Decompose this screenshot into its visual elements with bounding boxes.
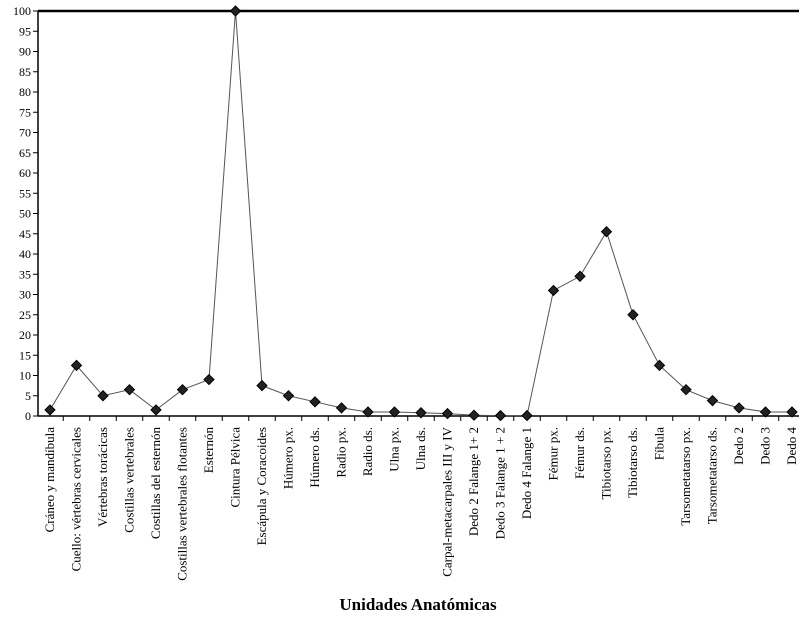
x-tick-label: Húmero ds.	[307, 427, 322, 488]
x-tick-label: Fíbula	[652, 427, 667, 460]
x-tick-label: Esternón	[201, 427, 216, 474]
x-tick-label: Dedo 4 Falange 1	[519, 427, 534, 519]
y-tick-label: 55	[19, 186, 31, 200]
x-tick-label: Costillas vertebrales flotantes	[175, 427, 190, 581]
x-tick-label: Cráneo y mandíbula	[42, 427, 57, 533]
data-point	[706, 394, 719, 407]
x-tick-label: Costillas del esternón	[148, 427, 163, 539]
x-tick-label: Cintura Pélvica	[228, 427, 243, 508]
x-tick-label: Ulna px.	[387, 427, 402, 472]
y-tick-label: 70	[19, 126, 31, 140]
x-tick-label: Dedo 3 Falange 1 + 2	[493, 427, 508, 539]
x-tick-label: Escápula y Coracoides	[254, 427, 269, 545]
data-point	[547, 284, 560, 297]
data-point	[600, 226, 613, 238]
x-tick-label: Dedo 3	[758, 427, 773, 465]
data-point	[150, 404, 162, 416]
data-point	[759, 406, 772, 418]
y-axis: 0 5 10 15 20 25 30 35 40 45 50 55 60 65 70 75 80 85 90 95 10…	[13, 4, 799, 423]
x-tick-label: Costillas vertebrales	[122, 427, 137, 533]
x-tick-label: Fémur ds.	[572, 427, 587, 479]
x-tick-label: Dedo 4	[784, 427, 799, 465]
y-tick-label: 0	[25, 409, 31, 423]
data-point	[176, 383, 189, 396]
data-point	[388, 406, 401, 418]
y-tick-label: 60	[19, 166, 31, 180]
x-tick-label: Tarsometatarso ds.	[705, 427, 720, 524]
data-point	[521, 409, 533, 422]
x-axis: Cráneo y mandíbula Cuello: vértebras cerv…	[38, 415, 799, 581]
data-point	[653, 359, 666, 372]
data-point	[256, 379, 268, 392]
y-tick-label: 45	[19, 227, 31, 241]
data-point	[335, 402, 348, 414]
x-tick-label: Vértebras torácicas	[95, 427, 110, 527]
y-tick-label: 100	[13, 4, 31, 18]
x-tick-label: Radio px.	[334, 427, 349, 478]
data-point	[282, 390, 295, 402]
data-point	[574, 270, 586, 282]
x-tick-label: Carpal-metacarpales III y IV	[440, 426, 455, 576]
data-point	[203, 373, 215, 386]
x-tick-label: Fémur px.	[546, 427, 561, 480]
data-point	[229, 5, 242, 17]
y-tick-label: 25	[19, 308, 31, 322]
y-tick-label: 15	[19, 348, 31, 362]
series-markers	[44, 5, 798, 422]
x-tick-label: Tibiotarso px.	[599, 427, 614, 499]
data-point	[441, 407, 454, 420]
x-tick-label: Radio ds.	[360, 427, 375, 476]
y-tick-label: 10	[19, 369, 31, 383]
x-tick-label: Cuello: vértebras cervicales	[69, 427, 84, 571]
data-point	[70, 359, 83, 372]
y-tick-label: 50	[19, 207, 31, 221]
y-tick-label: 20	[19, 328, 31, 342]
x-tick-label: Tibiotarso ds.	[625, 427, 640, 498]
y-tick-label: 30	[19, 288, 31, 302]
data-point	[627, 309, 639, 321]
y-tick-label: 65	[19, 146, 31, 160]
x-axis-title: Unidades Anatómicas	[339, 595, 497, 614]
series-line	[49, 10, 792, 417]
data-point	[415, 407, 427, 419]
data-point	[97, 390, 109, 402]
y-tick-label: 35	[19, 267, 31, 281]
x-tick-label: Ulna ds.	[413, 427, 428, 470]
data-point	[733, 402, 745, 414]
data-point	[494, 409, 507, 422]
data-point	[362, 406, 374, 418]
y-tick-label: 40	[19, 247, 31, 261]
data-point	[786, 406, 798, 418]
x-tick-label: Tarsometatarso px.	[678, 427, 693, 526]
data-point	[123, 383, 136, 396]
y-tick-label: 90	[19, 45, 31, 59]
x-tick-label: Dedo 2 Falange 1+ 2	[466, 427, 481, 536]
x-tick-label: Dedo 2	[731, 427, 746, 465]
y-tick-label: 5	[25, 389, 31, 403]
data-point	[44, 404, 56, 416]
x-tick-label: Húmero px.	[281, 427, 296, 489]
y-tick-label: 85	[19, 65, 31, 79]
y-tick-label: 75	[19, 105, 31, 119]
data-point	[468, 409, 480, 421]
data-point	[309, 396, 321, 408]
data-point	[680, 383, 692, 396]
y-tick-label: 95	[19, 24, 31, 38]
y-tick-label: 80	[19, 85, 31, 99]
